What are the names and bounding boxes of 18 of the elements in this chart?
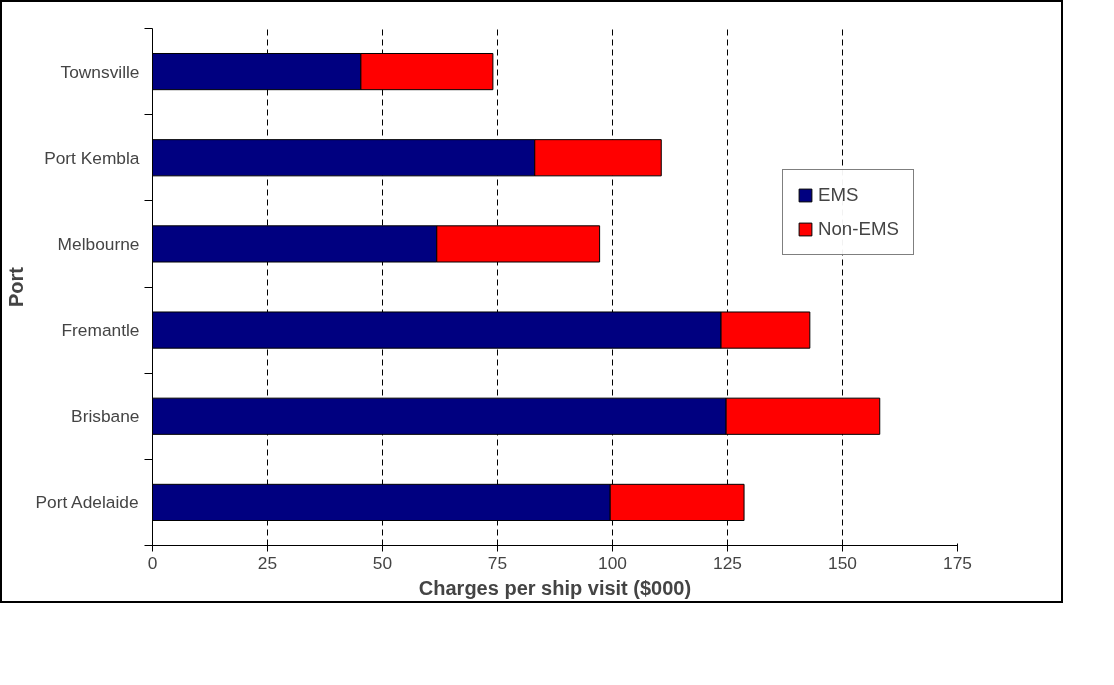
x-tick-label: 150	[828, 552, 857, 573]
x-tick-label: 100	[598, 552, 627, 573]
x-tick-label: 25	[257, 552, 278, 573]
x-tick-label: 0	[147, 552, 158, 573]
y-tick-label: Brisbane	[71, 406, 140, 427]
legend-label: EMS	[818, 184, 859, 206]
y-tick-label: Townsville	[60, 61, 140, 82]
x-tick-label: 75	[487, 552, 508, 573]
y-tick-label: Port Kembla	[44, 147, 140, 168]
x-tick-label: 50	[372, 552, 393, 573]
y-tick-label: Port Adelaide	[35, 492, 139, 513]
y-axis-title: Port	[5, 266, 28, 307]
y-tick-label: Fremantle	[61, 320, 140, 341]
x-axis-title: Charges per ship visit ($000)	[418, 576, 692, 599]
legend-label: Non-EMS	[818, 218, 899, 240]
x-tick-label: 175	[943, 552, 972, 573]
y-tick-label: Melbourne	[57, 233, 140, 254]
x-tick-label: 125	[713, 552, 742, 573]
